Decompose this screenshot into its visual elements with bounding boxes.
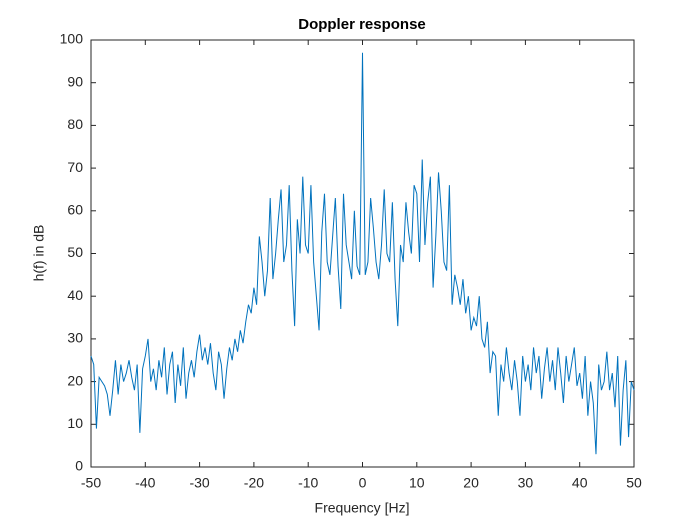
x-tick-label: 50 xyxy=(626,475,642,491)
y-tick-label: 100 xyxy=(60,31,84,47)
y-tick-label: 70 xyxy=(67,159,83,175)
x-tick-label: 20 xyxy=(463,475,479,491)
chart-title: Doppler response xyxy=(298,16,426,33)
y-axis-label: h(f) in dB xyxy=(31,225,47,282)
x-tick-label: 40 xyxy=(572,475,588,491)
y-tick-label: 20 xyxy=(67,372,83,388)
x-axis-label: Frequency [Hz] xyxy=(315,500,410,516)
y-tick-label: 90 xyxy=(67,73,83,89)
y-tick-label: 50 xyxy=(67,244,83,260)
x-tick-label: 30 xyxy=(518,475,534,491)
y-tick-label: 30 xyxy=(67,330,83,346)
x-tick-label: -50 xyxy=(81,475,101,491)
x-tick-label: -30 xyxy=(189,475,209,491)
y-tick-label: 10 xyxy=(67,415,83,431)
x-tick-label: 0 xyxy=(359,475,367,491)
y-tick-label: 80 xyxy=(67,116,83,132)
x-tick-label: 10 xyxy=(409,475,425,491)
plot-frame xyxy=(90,39,635,468)
y-tick-label: 40 xyxy=(67,287,83,303)
x-tick-label: -20 xyxy=(244,475,264,491)
x-tick-label: -40 xyxy=(135,475,155,491)
x-tick-label: -10 xyxy=(298,475,318,491)
y-tick-label: 60 xyxy=(67,202,83,218)
y-tick-label: 0 xyxy=(75,458,83,474)
data-line xyxy=(90,52,635,455)
